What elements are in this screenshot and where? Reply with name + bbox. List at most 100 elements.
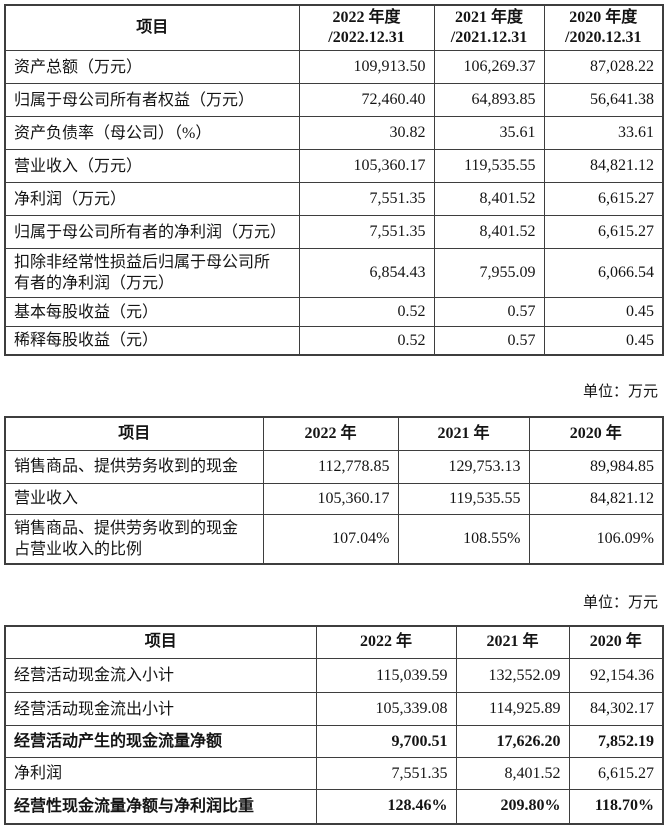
cell-value: 35.61 (433, 116, 545, 150)
header-cell-2022: 2022 年度 /2022.12.31 (298, 4, 435, 51)
table-row: 净利润 7,551.35 8,401.52 6,615.27 (4, 757, 664, 790)
cell-value: 114,925.89 (455, 692, 570, 726)
table-row: 归属于母公司所有者的净利润（万元） 7,551.35 8,401.52 6,61… (4, 215, 664, 249)
cell-value: 0.45 (543, 326, 664, 356)
header-cell-2021: 2021 年度 /2021.12.31 (433, 4, 545, 51)
row-label: 基本每股收益（元） (4, 297, 300, 327)
cell-value: 56,641.38 (543, 83, 664, 117)
row-label: 经营活动现金流出小计 (4, 692, 317, 726)
cell-value: 64,893.85 (433, 83, 545, 117)
cell-value: 106.09% (528, 513, 664, 564)
table-row-subtotal: 经营活动产生的现金流量净额 9,700.51 17,626.20 7,852.1… (4, 725, 664, 758)
table-row: 销售商品、提供劳务收到的现金 占营业收入的比例 107.04% 108.55% … (4, 513, 664, 564)
table-row: 经营活动现金流出小计 105,339.08 114,925.89 84,302.… (4, 692, 664, 726)
cell-value: 132,552.09 (455, 658, 570, 693)
header-cell-2022: 2022 年 (315, 625, 457, 659)
row-label: 净利润 (4, 757, 317, 790)
row-label: 资产总额（万元） (4, 50, 300, 84)
row-label: 经营性现金流量净额与净利润比重 (4, 789, 317, 824)
cell-value: 108.55% (397, 513, 530, 564)
cell-value: 119,535.55 (397, 482, 530, 515)
cell-value: 6,615.27 (543, 182, 664, 216)
row-label: 营业收入（万元） (4, 149, 300, 183)
cell-value: 8,401.52 (455, 757, 570, 790)
table-header-row: 项目 2022 年 2021 年 2020 年 (4, 416, 664, 451)
row-label: 归属于母公司所有者的净利润（万元） (4, 215, 300, 249)
row-label: 稀释每股收益（元） (4, 326, 300, 356)
table-row: 归属于母公司所有者权益（万元） 72,460.40 64,893.85 56,6… (4, 83, 664, 117)
cell-value: 7,852.19 (568, 725, 664, 758)
cell-value: 106,269.37 (433, 50, 545, 84)
cell-value: 6,615.27 (543, 215, 664, 249)
cell-value: 6,066.54 (543, 248, 664, 298)
cell-value: 84,821.12 (528, 482, 664, 515)
table-header-row: 项目 2022 年度 /2022.12.31 2021 年度 /2021.12.… (4, 4, 664, 51)
cell-value: 9,700.51 (315, 725, 457, 758)
table-row-ratio: 经营性现金流量净额与净利润比重 128.46% 209.80% 118.70% (4, 789, 664, 824)
row-label: 销售商品、提供劳务收到的现金 占营业收入的比例 (4, 513, 264, 564)
cell-value: 7,551.35 (315, 757, 457, 790)
cell-value: 33.61 (543, 116, 664, 150)
header-cell-2022: 2022 年 (262, 416, 399, 451)
cell-value: 209.80% (455, 789, 570, 824)
cell-value: 115,039.59 (315, 658, 457, 693)
cell-value: 7,551.35 (298, 215, 435, 249)
cell-value: 7,551.35 (298, 182, 435, 216)
operating-cashflow-table: 项目 2022 年 2021 年 2020 年 经营活动现金流入小计 115,0… (4, 624, 664, 825)
unit-label: 单位：万元 (582, 594, 658, 611)
row-label: 扣除非经常性损益后归属于母公司所 有者的净利润（万元） (4, 248, 300, 298)
cell-value: 92,154.36 (568, 658, 664, 693)
header-cell-2020: 2020 年 (528, 416, 664, 451)
table-row: 基本每股收益（元） 0.52 0.57 0.45 (4, 297, 664, 327)
cell-value: 129,753.13 (397, 449, 530, 484)
table-row: 营业收入 105,360.17 119,535.55 84,821.12 (4, 482, 664, 515)
key-financials-table: 项目 2022 年度 /2022.12.31 2021 年度 /2021.12.… (4, 4, 664, 356)
header-cell-2020: 2020 年度 /2020.12.31 (543, 4, 664, 51)
row-label: 归属于母公司所有者权益（万元） (4, 83, 300, 117)
cell-value: 0.57 (433, 297, 545, 327)
table-row: 稀释每股收益（元） 0.52 0.57 0.45 (4, 326, 664, 356)
cell-value: 0.45 (543, 297, 664, 327)
header-cell-2021: 2021 年 (455, 625, 570, 659)
cell-value: 119,535.55 (433, 149, 545, 183)
cell-value: 17,626.20 (455, 725, 570, 758)
cell-value: 84,302.17 (568, 692, 664, 726)
table-row: 资产负债率（母公司）（%） 30.82 35.61 33.61 (4, 116, 664, 150)
unit-label: 单位：万元 (582, 384, 658, 400)
cell-value: 118.70% (568, 789, 664, 824)
cell-value: 107.04% (262, 513, 399, 564)
cell-value: 0.57 (433, 326, 545, 356)
cell-value: 105,360.17 (298, 149, 435, 183)
cell-value: 8,401.52 (433, 182, 545, 216)
cell-value: 84,821.12 (543, 149, 664, 183)
table-row: 扣除非经常性损益后归属于母公司所 有者的净利润（万元） 6,854.43 7,9… (4, 248, 664, 298)
table-row: 销售商品、提供劳务收到的现金 112,778.85 129,753.13 89,… (4, 449, 664, 484)
table-row: 经营活动现金流入小计 115,039.59 132,552.09 92,154.… (4, 658, 664, 693)
cell-value: 112,778.85 (262, 449, 399, 484)
cell-value: 0.52 (298, 297, 435, 327)
row-label: 经营活动产生的现金流量净额 (4, 725, 317, 758)
cell-value: 89,984.85 (528, 449, 664, 484)
table-row: 资产总额（万元） 109,913.50 106,269.37 87,028.22 (4, 50, 664, 84)
cell-value: 0.52 (298, 326, 435, 356)
cell-value: 6,615.27 (568, 757, 664, 790)
cell-value: 105,339.08 (315, 692, 457, 726)
header-cell-2021: 2021 年 (397, 416, 530, 451)
row-label: 净利润（万元） (4, 182, 300, 216)
cell-value: 30.82 (298, 116, 435, 150)
row-label: 营业收入 (4, 482, 264, 515)
cell-value: 72,460.40 (298, 83, 435, 117)
cell-value: 7,955.09 (433, 248, 545, 298)
cell-value: 128.46% (315, 789, 457, 824)
row-label: 经营活动现金流入小计 (4, 658, 317, 693)
table-header-row: 项目 2022 年 2021 年 2020 年 (4, 625, 664, 659)
row-label: 资产负债率（母公司）（%） (4, 116, 300, 150)
header-cell-2020: 2020 年 (568, 625, 664, 659)
cell-value: 105,360.17 (262, 482, 399, 515)
table-row: 营业收入（万元） 105,360.17 119,535.55 84,821.12 (4, 149, 664, 183)
cell-value: 6,854.43 (298, 248, 435, 298)
header-cell-item: 项目 (4, 625, 317, 659)
cell-value: 8,401.52 (433, 215, 545, 249)
row-label: 销售商品、提供劳务收到的现金 (4, 449, 264, 484)
